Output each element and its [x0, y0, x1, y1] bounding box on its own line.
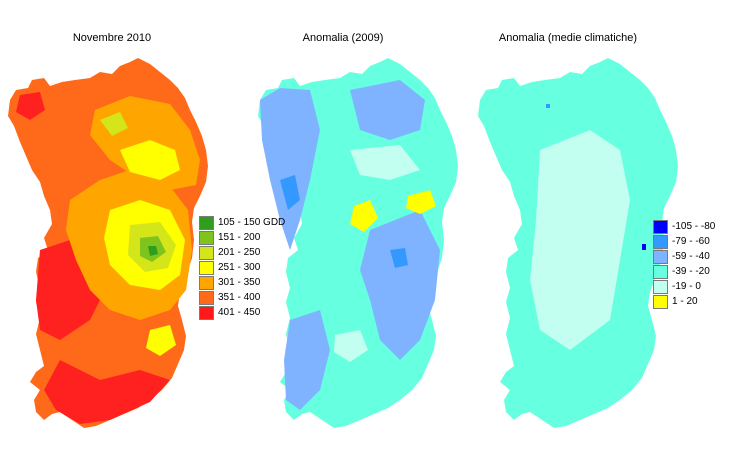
legend-anomaly-label: -79 - -60: [672, 236, 710, 247]
legend-anomaly-item: -105 - -80: [653, 219, 715, 234]
legend-gdd-label: 351 - 400: [218, 292, 261, 303]
legend-gdd-label: 105 - 150 GDD: [218, 217, 286, 228]
legend-gdd-swatch: [199, 275, 214, 290]
legend-anomaly-item: -39 - -20: [653, 264, 715, 279]
map-november-2010: [8, 58, 208, 428]
panel-title-anomaly-climate: Anomalia (medie climatiche): [498, 32, 638, 44]
panel-title-anomaly-2009: Anomalia (2009): [302, 32, 384, 44]
legend-anomaly-swatch: [653, 219, 668, 234]
legend-gdd-item: 201 - 250: [199, 245, 285, 260]
legend-anomaly-item: 1 - 20: [653, 294, 715, 309]
legend-gdd-swatch: [199, 290, 214, 305]
legend-anomaly-item: -59 - -40: [653, 249, 715, 264]
legend-anomaly-swatch: [653, 234, 668, 249]
legend-gdd-label: 151 - 200: [218, 232, 261, 243]
legend-gdd-swatch: [199, 260, 214, 275]
legend-gdd-swatch: [199, 230, 214, 245]
legend-gdd-swatch: [199, 245, 214, 260]
legend-gdd-item: 151 - 200: [199, 230, 285, 245]
legend-gdd-item: 251 - 300: [199, 260, 285, 275]
legend-anomaly: -105 - -80 -79 - -60 -59 - -40 -39 - -20 -19…: [653, 219, 715, 309]
legend-anomaly-label: -39 - -20: [672, 266, 710, 277]
legend-gdd-item: 301 - 350: [199, 275, 285, 290]
legend-gdd-label: 401 - 450: [218, 307, 261, 318]
legend-anomaly-label: 1 - 20: [672, 296, 698, 307]
legend-gdd-label: 301 - 350: [218, 277, 261, 288]
legend-anomaly-item: -19 - 0: [653, 279, 715, 294]
legend-gdd-label: 201 - 250: [218, 247, 261, 258]
map-anomaly-climate: [478, 58, 678, 428]
legend-anomaly-label: -19 - 0: [672, 281, 701, 292]
legend-gdd: 105 - 150 GDD 151 - 200 201 - 250 251 - 300…: [199, 215, 285, 320]
map-anomaly-2009: [258, 58, 458, 428]
legend-anomaly-swatch: [653, 279, 668, 294]
legend-anomaly-item: -79 - -60: [653, 234, 715, 249]
legend-gdd-item: 351 - 400: [199, 290, 285, 305]
panel-title-november-2010: Novembre 2010: [72, 32, 152, 44]
legend-gdd-item: 401 - 450: [199, 305, 285, 320]
legend-anomaly-label: -105 - -80: [672, 221, 716, 232]
legend-gdd-label: 251 - 300: [218, 262, 261, 273]
legend-anomaly-swatch: [653, 294, 668, 309]
legend-gdd-item: 105 - 150 GDD: [199, 215, 285, 230]
legend-anomaly-label: -59 - -40: [672, 251, 710, 262]
legend-gdd-swatch: [199, 215, 214, 230]
legend-anomaly-swatch: [653, 249, 668, 264]
legend-gdd-swatch: [199, 305, 214, 320]
legend-anomaly-swatch: [653, 264, 668, 279]
